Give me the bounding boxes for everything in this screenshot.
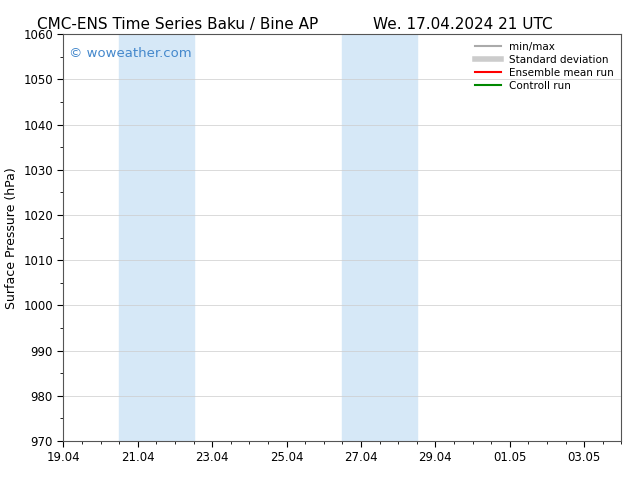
Y-axis label: Surface Pressure (hPa): Surface Pressure (hPa) [4, 167, 18, 309]
Legend: min/max, Standard deviation, Ensemble mean run, Controll run: min/max, Standard deviation, Ensemble me… [470, 37, 618, 95]
Bar [119, 34, 193, 441]
Text: We. 17.04.2024 21 UTC: We. 17.04.2024 21 UTC [373, 17, 553, 32]
Text: © woweather.com: © woweather.com [69, 47, 191, 59]
Text: CMC-ENS Time Series Baku / Bine AP: CMC-ENS Time Series Baku / Bine AP [37, 17, 318, 32]
Bar [342, 34, 417, 441]
